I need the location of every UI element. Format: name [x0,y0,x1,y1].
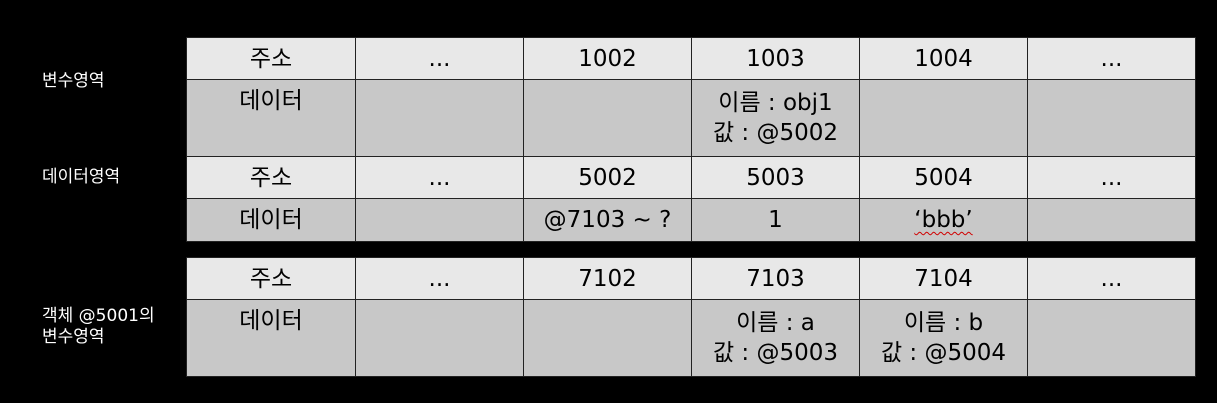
data-cell-number: 1 [691,198,860,242]
row-header-data: 데이터 [186,198,356,242]
address-cell: 5002 [523,156,692,199]
data-cell [859,79,1028,157]
address-cell: 5004 [859,156,1028,199]
label-var-area: 변수영역 [42,71,105,91]
address-cell: ... [1027,257,1196,300]
address-cell: ... [1027,37,1196,80]
address-cell: 5003 [691,156,860,199]
memory-table-2: 주소 ... 7102 7103 7104 ... 데이터 이름 : a 값 :… [186,257,1196,377]
label-data-area: 데이터영역 [42,167,121,187]
row-header-address: 주소 [186,37,356,80]
data-cell [355,198,524,242]
address-row: 주소 ... 7102 7103 7104 ... [186,257,1196,300]
memory-table-1: 주소 ... 1002 1003 1004 ... 데이터 이름 : obj1 … [186,37,1196,242]
address-cell: 7104 [859,257,1028,300]
data-cell-string: ‘bbb’ [859,198,1028,242]
address-cell: ... [1027,156,1196,199]
address-cell: ... [355,257,524,300]
data-cell [1027,79,1196,157]
data-cell [523,79,692,157]
row-header-data: 데이터 [186,299,356,377]
address-cell: 7103 [691,257,860,300]
data-cell [523,299,692,377]
data-row: 데이터 @7103 ~ ? 1 ‘bbb’ [186,198,1196,242]
data-cell-b: 이름 : b 값 : @5004 [859,299,1028,377]
data-cell-object-ref: @7103 ~ ? [523,198,692,242]
data-cell-obj1: 이름 : obj1 값 : @5002 [691,79,860,157]
data-cell [1027,299,1196,377]
data-cell [355,299,524,377]
data-cell [1027,198,1196,242]
address-cell: 7102 [523,257,692,300]
address-row: 주소 ... 5002 5003 5004 ... [186,156,1196,199]
address-cell: ... [355,156,524,199]
row-header-address: 주소 [186,257,356,300]
data-row: 데이터 이름 : obj1 값 : @5002 [186,79,1196,157]
string-value: ‘bbb’ [914,207,973,233]
address-cell: 1004 [859,37,1028,80]
data-cell [355,79,524,157]
row-header-address: 주소 [186,156,356,199]
label-obj-var-area: 객체 @5001의 변수영역 [42,306,155,347]
data-cell-a: 이름 : a 값 : @5003 [691,299,860,377]
address-cell: ... [355,37,524,80]
address-row: 주소 ... 1002 1003 1004 ... [186,37,1196,80]
row-header-data: 데이터 [186,79,356,157]
address-cell: 1002 [523,37,692,80]
address-cell: 1003 [691,37,860,80]
data-row: 데이터 이름 : a 값 : @5003 이름 : b 값 : @5004 [186,299,1196,377]
